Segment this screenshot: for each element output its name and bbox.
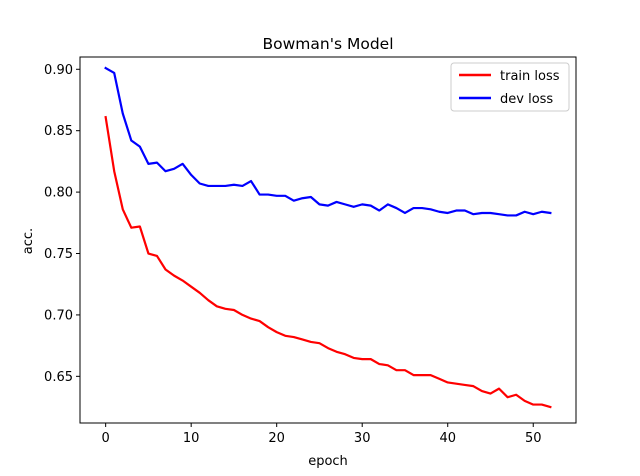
- y-axis-label: acc.: [21, 228, 36, 254]
- y-axis-ticks: 0.65 0.70 0.75 0.80 0.85 0.90: [44, 63, 80, 385]
- y-tick-label: 0.65: [44, 370, 73, 385]
- y-tick-label: 0.90: [44, 63, 73, 78]
- chart-title: Bowman's Model: [262, 35, 393, 53]
- legend-label-dev-loss: dev loss: [500, 92, 553, 107]
- x-axis-label: epoch: [308, 454, 348, 469]
- y-tick-label: 0.85: [44, 124, 73, 139]
- y-tick-label: 0.70: [44, 308, 73, 323]
- x-axis-ticks: 0 10 20 30 40 50: [102, 423, 542, 446]
- x-tick-label: 20: [268, 431, 285, 446]
- x-tick-label: 30: [354, 431, 371, 446]
- y-tick-label: 0.75: [44, 247, 73, 262]
- plot-frame: [79, 56, 577, 424]
- legend-label-train-loss: train loss: [500, 69, 560, 84]
- series-line-dev-loss: [104, 66, 552, 217]
- plot-area: [104, 66, 552, 409]
- y-tick-label: 0.80: [44, 186, 73, 201]
- x-tick-label: 10: [183, 431, 200, 446]
- x-tick-label: 0: [102, 431, 110, 446]
- legend: train loss dev loss: [450, 62, 570, 112]
- x-tick-label: 50: [525, 431, 542, 446]
- series-line-train-loss: [104, 115, 552, 409]
- x-tick-label: 40: [439, 431, 456, 446]
